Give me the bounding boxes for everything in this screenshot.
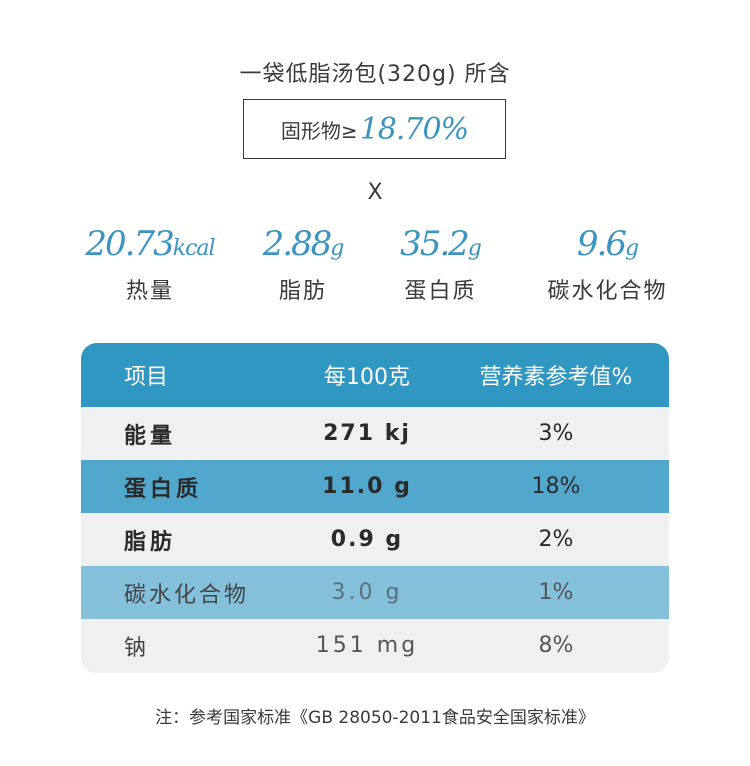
stat-protein-value: 35.2g	[400, 224, 482, 264]
row-nrv: 3%	[538, 421, 574, 446]
header-per-100g: 每100克	[324, 365, 410, 390]
stat-fat-value: 2.88g	[262, 224, 345, 264]
row-item: 碳水化合物	[124, 582, 250, 608]
row-amount: 151 mg	[315, 633, 419, 658]
row-nrv: 8%	[538, 633, 574, 658]
stat-fat-unit: g	[330, 236, 344, 261]
stat-carbs-unit: g	[624, 236, 639, 261]
row-amount: 3.0 g	[331, 580, 403, 605]
stat-carbs-label: 碳水化合物	[547, 279, 668, 304]
standard-footnote: 注：参考国家标准《GB 28050-2011食品安全国家标准》	[155, 708, 595, 728]
stat-carbs-value: 9.6g	[576, 224, 639, 264]
table-row: 蛋白质 11.0 g 18%	[81, 460, 669, 513]
row-nrv: 18%	[531, 474, 581, 499]
solids-value: 18.70%	[359, 111, 469, 147]
table-row: 脂肪 0.9 g 2%	[81, 513, 669, 566]
table-row: 能量 271 kj 3%	[81, 407, 669, 460]
stat-energy-label: 热量	[125, 279, 174, 304]
row-item: 蛋白质	[124, 476, 203, 502]
row-item: 脂肪	[124, 529, 177, 555]
stat-energy: 20.73kcal 热量	[85, 222, 215, 305]
row-nrv: 1%	[538, 580, 574, 605]
nutrition-table: 项目 每100克 营养素参考值% 能量 271 kj 3% 蛋白质 11.0 g…	[81, 343, 669, 673]
row-amount: 271 kj	[323, 421, 411, 446]
header-item: 项目	[124, 365, 169, 390]
row-item: 能量	[124, 423, 177, 449]
multiply-sign: X	[367, 180, 383, 205]
row-item: 钠	[124, 635, 150, 661]
row-amount: 11.0 g	[322, 474, 412, 499]
row-nrv: 2%	[538, 527, 574, 552]
solids-box: 固形物≥ 18.70%	[243, 99, 506, 159]
table-header-row: 项目 每100克 营养素参考值%	[81, 343, 669, 407]
stat-carbs: 9.6g 碳水化合物	[535, 222, 680, 305]
header-nrv: 营养素参考值%	[479, 365, 633, 390]
stat-fat: 2.88g 脂肪	[253, 222, 353, 305]
table-row: 钠 151 mg 8%	[81, 619, 669, 672]
table-row: 碳水化合物 3.0 g 1%	[81, 566, 669, 619]
stat-protein-label: 蛋白质	[404, 279, 477, 304]
stat-energy-unit: kcal	[172, 236, 216, 261]
solids-label: 固形物≥	[280, 118, 358, 143]
stat-protein-unit: g	[467, 236, 482, 261]
row-amount: 0.9 g	[330, 527, 404, 552]
stat-fat-label: 脂肪	[278, 279, 327, 304]
stat-protein: 35.2g 蛋白质	[388, 222, 493, 305]
package-headline: 一袋低脂汤包(320g) 所含	[239, 62, 511, 87]
stat-energy-value: 20.73kcal	[85, 224, 216, 264]
